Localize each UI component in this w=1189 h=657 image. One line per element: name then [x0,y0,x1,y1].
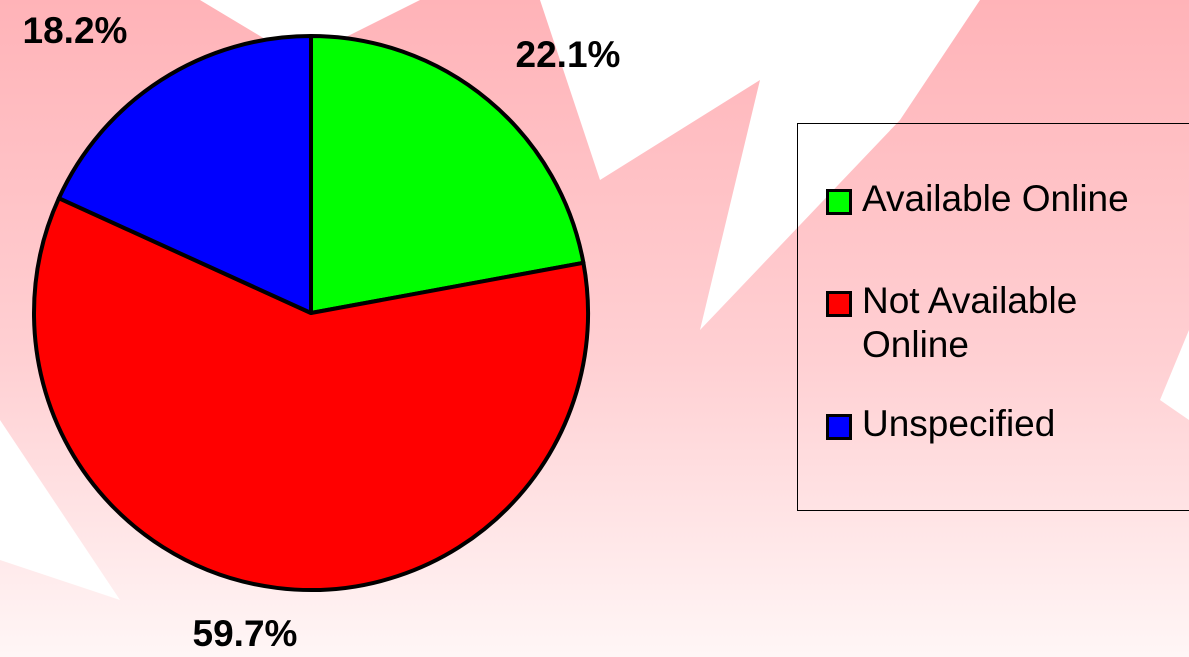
legend: Available Online Not Available Online Unsp… [797,123,1189,511]
legend-label: Available Online [862,178,1129,219]
pie-slice [56,34,313,315]
legend-label: Unspecified [862,403,1056,444]
legend-item: Not Available Online [818,279,1158,367]
legend-swatch [826,414,852,440]
pie-slice [309,34,586,315]
pie [32,34,590,592]
legend-swatch [826,189,852,215]
legend-item: Available Online [818,177,1158,221]
pie-slice [32,196,590,592]
legend-item: Unspecified [818,402,1158,446]
data-label: 18.2% [23,10,128,51]
legend-label: Not Available Online [862,280,1078,365]
data-label: 59.7% [193,613,298,654]
legend-swatch [826,291,852,317]
data-label: 22.1% [516,34,621,75]
